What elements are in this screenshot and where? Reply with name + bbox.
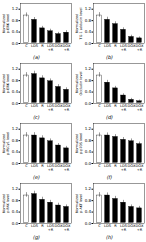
svg-text:0.4: 0.4 [85, 29, 92, 34]
svg-text:0.4: 0.4 [12, 209, 19, 214]
svg-text:0.4: 0.4 [12, 29, 19, 34]
svg-text:DOX+R: DOX+R [63, 104, 71, 112]
svg-text:LDS: LDS [104, 164, 112, 168]
svg-text:DOX: DOX [127, 224, 136, 229]
svg-text:1.2: 1.2 [12, 186, 19, 191]
svg-text:NormalizedTG-1 adducin level: NormalizedTG-1 adducin level [75, 8, 83, 41]
svg-text:C: C [98, 104, 101, 108]
svg-text:DOX+R: DOX+R [63, 224, 71, 232]
svg-text:C: C [98, 164, 101, 168]
svg-text:0.0: 0.0 [12, 101, 19, 106]
html-text:(a): (a) [33, 54, 40, 60]
svg-text:R: R [114, 104, 117, 108]
html-text:(h): (h) [106, 234, 113, 240]
svg-text:1.2: 1.2 [85, 126, 92, 131]
svg-text:0.8: 0.8 [12, 78, 19, 83]
svg-text:DOX+R: DOX+R [63, 44, 71, 52]
svg-text:C: C [25, 164, 28, 168]
svg-text:DOX+R: DOX+R [136, 164, 144, 172]
svg-text:0.8: 0.8 [85, 138, 92, 143]
svg-text:Normalizedp-PLCy1 level: Normalizedp-PLCy1 level [2, 132, 10, 155]
svg-text:0.0: 0.0 [12, 221, 19, 226]
svg-text:Normalizedp-p70S level: Normalizedp-p70S level [75, 133, 83, 154]
svg-text:DOX: DOX [54, 224, 63, 229]
html-text:(f): (f) [106, 174, 113, 180]
svg-text:0.4: 0.4 [85, 149, 92, 154]
svg-text:LDS: LDS [31, 104, 39, 108]
svg-text:LDS: LDS [31, 44, 39, 48]
svg-text:LDS+R: LDS+R [47, 44, 55, 52]
svg-text:LDS+R: LDS+R [120, 164, 128, 172]
svg-text:1.2: 1.2 [85, 66, 92, 71]
svg-text:R: R [41, 44, 44, 48]
svg-text:C: C [25, 104, 28, 108]
svg-text:1.2: 1.2 [85, 186, 92, 191]
svg-text:0.0: 0.0 [85, 161, 92, 166]
svg-text:C: C [25, 224, 28, 228]
svg-text:NormalizedOccludin level: NormalizedOccludin level [75, 72, 83, 96]
svg-text:0.0: 0.0 [12, 41, 19, 46]
svg-text:0.4: 0.4 [12, 89, 19, 94]
svg-text:DOX: DOX [54, 104, 63, 109]
svg-text:0.8: 0.8 [85, 78, 92, 83]
svg-text:LDS+R: LDS+R [120, 104, 128, 112]
svg-text:Normalizedp-ERK level: Normalizedp-ERK level [2, 74, 10, 93]
svg-text:DOX+R: DOX+R [136, 104, 144, 112]
svg-text:DOX+R: DOX+R [136, 224, 144, 232]
svg-text:LDS: LDS [104, 224, 112, 228]
svg-text:Normalizedp-FAK level: Normalizedp-FAK level [2, 194, 10, 213]
html-text:(d): (d) [106, 114, 113, 120]
html-text:(e): (e) [33, 174, 40, 180]
svg-text:0.4: 0.4 [85, 89, 92, 94]
svg-text:1.2: 1.2 [12, 66, 19, 71]
svg-text:R: R [41, 224, 44, 228]
svg-text:0.0: 0.0 [85, 221, 92, 226]
svg-text:LDS: LDS [31, 224, 39, 228]
html-text:(c): (c) [33, 114, 40, 120]
html-text:(b): (b) [106, 54, 113, 60]
svg-text:C: C [98, 44, 101, 48]
svg-text:C: C [98, 224, 101, 228]
svg-text:DOX: DOX [127, 164, 136, 169]
svg-text:1.2: 1.2 [12, 6, 19, 11]
html-text:(g): (g) [33, 234, 40, 240]
svg-text:DOX: DOX [54, 44, 63, 49]
svg-text:0.8: 0.8 [85, 18, 92, 23]
svg-text:LDS+R: LDS+R [120, 44, 128, 52]
svg-text:0.8: 0.8 [12, 198, 19, 203]
svg-text:C: C [25, 44, 28, 48]
svg-text:Normalizedp-ERK level: Normalizedp-ERK level [2, 14, 10, 33]
svg-text:DOX+R: DOX+R [63, 164, 71, 172]
svg-text:DOX: DOX [54, 164, 63, 169]
svg-text:Normalizedp-AKT level: Normalizedp-AKT level [75, 194, 83, 213]
svg-text:R: R [41, 104, 44, 108]
svg-text:0.8: 0.8 [12, 138, 19, 143]
svg-text:DOX: DOX [127, 44, 136, 49]
svg-text:LDS+R: LDS+R [47, 224, 55, 232]
svg-text:R: R [114, 164, 117, 168]
svg-text:LDS+R: LDS+R [47, 164, 55, 172]
svg-text:0.0: 0.0 [85, 41, 92, 46]
svg-text:LDS+R: LDS+R [47, 104, 55, 112]
svg-text:0.8: 0.8 [85, 198, 92, 203]
svg-text:LDS+R: LDS+R [120, 224, 128, 232]
svg-text:0.4: 0.4 [12, 149, 19, 154]
svg-text:R: R [41, 164, 44, 168]
svg-text:0.8: 0.8 [12, 18, 19, 23]
svg-text:0.0: 0.0 [85, 101, 92, 106]
svg-text:LDS: LDS [31, 164, 39, 168]
svg-text:LDS: LDS [104, 44, 112, 48]
svg-text:LDS: LDS [104, 104, 112, 108]
svg-text:DOX+R: DOX+R [136, 44, 144, 52]
svg-text:1.2: 1.2 [12, 126, 19, 131]
svg-text:DOX: DOX [127, 104, 136, 109]
svg-text:1.2: 1.2 [85, 6, 92, 11]
svg-text:0.4: 0.4 [85, 209, 92, 214]
svg-text:0.0: 0.0 [12, 161, 19, 166]
svg-text:R: R [114, 224, 117, 228]
svg-text:R: R [114, 44, 117, 48]
